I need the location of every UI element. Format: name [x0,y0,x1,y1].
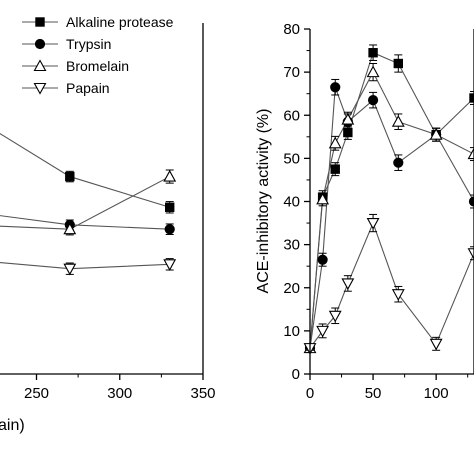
legend-papain-label: Papain [66,80,110,96]
right-bromelain-point [328,136,342,149]
right-bromelain-point [366,65,380,78]
right-axes: 0 50 100 0 10 20 30 40 50 60 70 80 [283,21,474,402]
right-bromelain-point [467,147,474,160]
right-y-tick-label: 30 [283,237,300,254]
left-trypsin-line [0,215,170,230]
right-y-tick-label: 20 [283,280,300,297]
right-trypsin-point [393,157,404,168]
legend-trypsin-marker [34,38,46,50]
right-series-lines [309,51,474,349]
left-x-axis-label: ain) [0,417,25,434]
legend: Alkaline protease Trypsin Bromelain Papain [22,14,174,96]
right-bromelain-point [316,192,330,205]
left-papain-line [0,262,170,270]
left-x-tick-label: 250 [24,385,49,402]
legend-papain-marker [33,82,47,95]
legend-bromelain-marker [33,59,47,72]
right-bromelain-point [429,128,443,140]
left-axes: 200250300350 [0,23,216,402]
right-papain-point [316,325,330,338]
right-papain-point [341,278,355,291]
right-x-tick-label: 50 [365,385,382,402]
left-x-tick-label: 350 [190,385,215,402]
right-alkaline-protease-point [393,58,404,69]
left-trypsin-point [164,224,175,235]
right-x-tick-label: 100 [424,385,449,402]
right-y-tick-label: 50 [283,150,300,167]
right-bromelain-point [391,115,405,127]
right-y-tick-label: 60 [283,107,300,124]
right-series-markers [303,44,474,355]
right-trypsin-point [367,95,379,106]
legend-alkaline-protease-label: Alkaline protease [66,14,174,30]
right-papain-point [467,248,474,260]
legend-trypsin-label: Trypsin [66,36,111,52]
left-papain-point [63,263,77,276]
left-bromelain-line [0,176,170,230]
right-y-tick-label: 70 [283,64,300,81]
right-trypsin-point [468,196,474,207]
right-alkaline-protease-point [330,164,340,174]
right-x-tick-label: 0 [306,385,314,402]
right-papain-line [309,221,474,349]
right-y-tick-label: 10 [283,323,300,340]
left-chart-panel: 200250300350 Alkaline proteaseTrypsinBro… [0,14,216,434]
left-bromelain-point [63,222,77,235]
right-papain-point [366,218,380,230]
left-series-markers [63,169,177,276]
right-alkaline-protease-point [368,48,378,58]
right-y-tick-label: 40 [283,194,300,211]
right-papain-point [391,289,405,301]
left-bromelain-point [163,169,177,182]
legend-bromelain-label: Bromelain [66,58,129,74]
left-x-tick-label: 300 [107,385,132,402]
right-papain-point [328,310,342,323]
left-alkaline-protease-point [165,202,175,212]
left-series-lines [0,132,170,270]
legend-alkaline-protease-marker [35,17,45,27]
right-trypsin-point [317,254,328,265]
right-papain-point [429,338,443,351]
right-y-tick-label: 0 [292,366,300,383]
left-papain-point [163,259,177,271]
right-bromelain-line [309,70,474,349]
right-chart-panel: 0 50 100 0 10 20 30 40 50 60 70 80 ACE-inhibitory a… [255,21,474,402]
right-trypsin-point [330,82,341,93]
right-y-axis-label: ACE-inhibitory activity (%) [255,109,272,294]
right-trypsin-line [309,87,474,349]
left-alkaline-protease-point [65,171,75,182]
right-bromelain-point [341,112,355,125]
left-alkaline-protease-line [0,132,170,208]
right-y-tick-label: 80 [283,21,300,38]
